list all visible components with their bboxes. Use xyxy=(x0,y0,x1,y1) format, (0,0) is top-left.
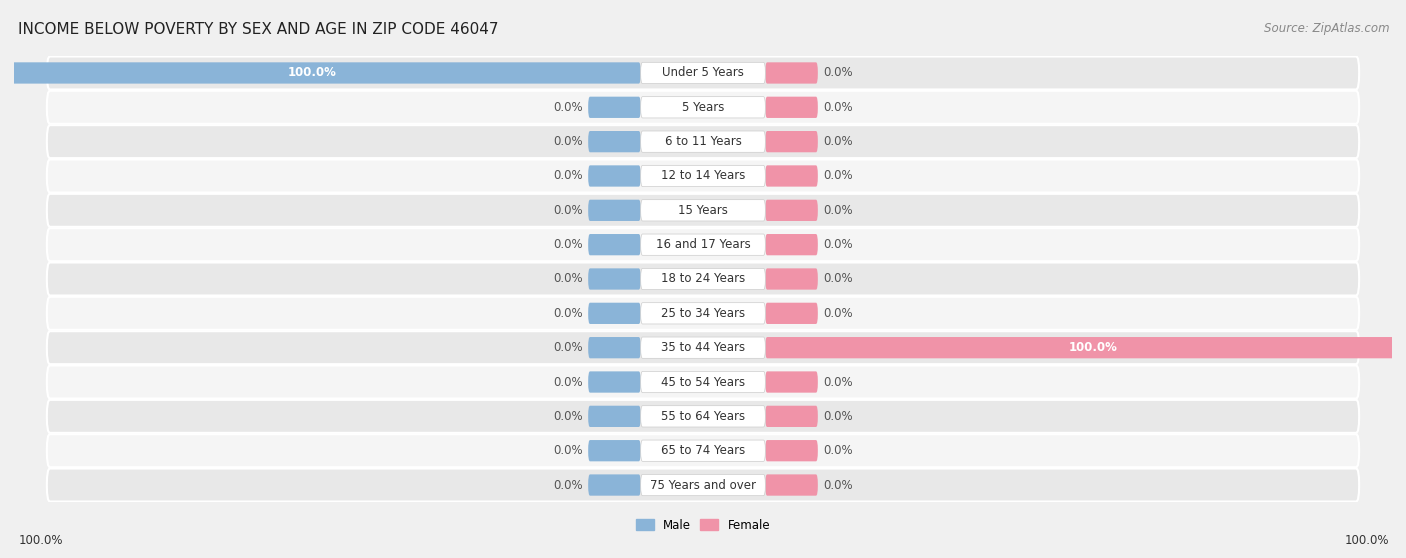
FancyBboxPatch shape xyxy=(588,440,641,461)
FancyBboxPatch shape xyxy=(46,194,1360,227)
Text: Source: ZipAtlas.com: Source: ZipAtlas.com xyxy=(1264,22,1389,35)
Text: 75 Years and over: 75 Years and over xyxy=(650,479,756,492)
FancyBboxPatch shape xyxy=(765,268,818,290)
FancyBboxPatch shape xyxy=(588,302,641,324)
Text: 0.0%: 0.0% xyxy=(554,272,583,286)
FancyBboxPatch shape xyxy=(641,440,765,461)
FancyBboxPatch shape xyxy=(46,228,1360,261)
Text: 25 to 34 Years: 25 to 34 Years xyxy=(661,307,745,320)
FancyBboxPatch shape xyxy=(46,160,1360,193)
Text: 0.0%: 0.0% xyxy=(554,307,583,320)
FancyBboxPatch shape xyxy=(46,331,1360,364)
Text: 35 to 44 Years: 35 to 44 Years xyxy=(661,341,745,354)
FancyBboxPatch shape xyxy=(765,372,818,393)
FancyBboxPatch shape xyxy=(588,474,641,496)
Legend: Male, Female: Male, Female xyxy=(631,514,775,536)
Text: 0.0%: 0.0% xyxy=(554,376,583,388)
Text: 0.0%: 0.0% xyxy=(554,135,583,148)
FancyBboxPatch shape xyxy=(641,62,765,84)
Text: 0.0%: 0.0% xyxy=(823,444,852,457)
FancyBboxPatch shape xyxy=(46,56,1360,89)
FancyBboxPatch shape xyxy=(46,434,1360,467)
FancyBboxPatch shape xyxy=(641,234,765,256)
FancyBboxPatch shape xyxy=(588,406,641,427)
FancyBboxPatch shape xyxy=(0,62,641,84)
FancyBboxPatch shape xyxy=(765,200,818,221)
Text: 100.0%: 100.0% xyxy=(1069,341,1118,354)
FancyBboxPatch shape xyxy=(588,200,641,221)
FancyBboxPatch shape xyxy=(765,474,818,496)
FancyBboxPatch shape xyxy=(588,234,641,256)
FancyBboxPatch shape xyxy=(46,125,1360,158)
FancyBboxPatch shape xyxy=(46,400,1360,433)
FancyBboxPatch shape xyxy=(46,297,1360,330)
FancyBboxPatch shape xyxy=(46,469,1360,502)
Text: 100.0%: 100.0% xyxy=(288,66,337,79)
Text: 18 to 24 Years: 18 to 24 Years xyxy=(661,272,745,286)
FancyBboxPatch shape xyxy=(641,165,765,186)
FancyBboxPatch shape xyxy=(641,337,765,358)
Text: 5 Years: 5 Years xyxy=(682,101,724,114)
FancyBboxPatch shape xyxy=(765,165,818,186)
Text: 0.0%: 0.0% xyxy=(554,170,583,182)
Text: 65 to 74 Years: 65 to 74 Years xyxy=(661,444,745,457)
FancyBboxPatch shape xyxy=(765,337,1406,358)
Text: 0.0%: 0.0% xyxy=(823,238,852,251)
Text: 0.0%: 0.0% xyxy=(823,101,852,114)
FancyBboxPatch shape xyxy=(641,406,765,427)
FancyBboxPatch shape xyxy=(46,262,1360,296)
FancyBboxPatch shape xyxy=(588,97,641,118)
Text: 0.0%: 0.0% xyxy=(823,204,852,217)
FancyBboxPatch shape xyxy=(641,200,765,221)
Text: 0.0%: 0.0% xyxy=(823,272,852,286)
Text: 0.0%: 0.0% xyxy=(554,101,583,114)
FancyBboxPatch shape xyxy=(641,474,765,496)
FancyBboxPatch shape xyxy=(765,234,818,256)
Text: 0.0%: 0.0% xyxy=(554,410,583,423)
Text: 0.0%: 0.0% xyxy=(554,238,583,251)
FancyBboxPatch shape xyxy=(641,97,765,118)
Text: 15 Years: 15 Years xyxy=(678,204,728,217)
FancyBboxPatch shape xyxy=(588,372,641,393)
FancyBboxPatch shape xyxy=(765,406,818,427)
Text: 0.0%: 0.0% xyxy=(823,410,852,423)
Text: 0.0%: 0.0% xyxy=(554,479,583,492)
FancyBboxPatch shape xyxy=(641,268,765,290)
Text: 6 to 11 Years: 6 to 11 Years xyxy=(665,135,741,148)
FancyBboxPatch shape xyxy=(641,131,765,152)
Text: 0.0%: 0.0% xyxy=(554,444,583,457)
Text: 55 to 64 Years: 55 to 64 Years xyxy=(661,410,745,423)
Text: 0.0%: 0.0% xyxy=(823,135,852,148)
FancyBboxPatch shape xyxy=(765,62,818,84)
Text: 16 and 17 Years: 16 and 17 Years xyxy=(655,238,751,251)
FancyBboxPatch shape xyxy=(641,372,765,393)
Text: 0.0%: 0.0% xyxy=(823,376,852,388)
FancyBboxPatch shape xyxy=(46,91,1360,124)
FancyBboxPatch shape xyxy=(588,337,641,358)
FancyBboxPatch shape xyxy=(588,268,641,290)
Text: 45 to 54 Years: 45 to 54 Years xyxy=(661,376,745,388)
Text: 0.0%: 0.0% xyxy=(554,204,583,217)
FancyBboxPatch shape xyxy=(588,131,641,152)
Text: 0.0%: 0.0% xyxy=(554,341,583,354)
Text: 0.0%: 0.0% xyxy=(823,307,852,320)
Text: 0.0%: 0.0% xyxy=(823,66,852,79)
Text: 0.0%: 0.0% xyxy=(823,479,852,492)
Text: 100.0%: 100.0% xyxy=(18,534,63,547)
FancyBboxPatch shape xyxy=(588,165,641,186)
Text: 12 to 14 Years: 12 to 14 Years xyxy=(661,170,745,182)
FancyBboxPatch shape xyxy=(765,440,818,461)
FancyBboxPatch shape xyxy=(765,302,818,324)
Text: INCOME BELOW POVERTY BY SEX AND AGE IN ZIP CODE 46047: INCOME BELOW POVERTY BY SEX AND AGE IN Z… xyxy=(18,22,499,37)
FancyBboxPatch shape xyxy=(765,97,818,118)
FancyBboxPatch shape xyxy=(46,365,1360,398)
Text: 100.0%: 100.0% xyxy=(1344,534,1389,547)
FancyBboxPatch shape xyxy=(641,302,765,324)
Text: Under 5 Years: Under 5 Years xyxy=(662,66,744,79)
Text: 0.0%: 0.0% xyxy=(823,170,852,182)
FancyBboxPatch shape xyxy=(765,131,818,152)
